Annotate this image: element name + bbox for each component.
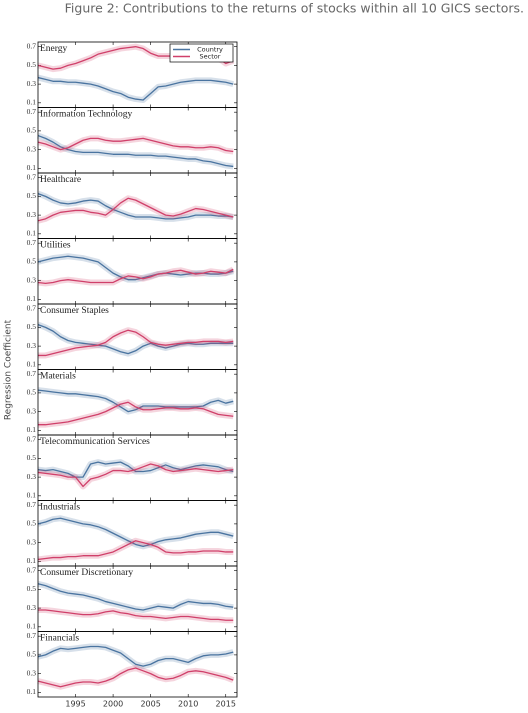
series-line <box>37 268 234 285</box>
series-line <box>37 540 234 561</box>
y-tick-label: 0.3 <box>27 537 37 546</box>
y-tick-label: 0.3 <box>27 275 37 284</box>
y-tick-label: 0.7 <box>27 565 37 574</box>
panel-title: Consumer Staples <box>40 306 109 316</box>
series-line <box>37 461 234 478</box>
series-line <box>37 137 234 153</box>
series-line <box>37 583 234 611</box>
y-tick-label: 0.7 <box>27 500 37 509</box>
series-line <box>38 401 234 426</box>
y-tick-label: 0.5 <box>27 322 37 331</box>
x-tick-label: 2015 <box>216 700 236 709</box>
panel-title: Healthcare <box>40 175 81 185</box>
y-tick-label: 0.3 <box>27 472 37 481</box>
panel-title: Financials <box>40 634 79 644</box>
series-line <box>37 667 234 688</box>
y-tick-label: 0.5 <box>27 388 37 397</box>
series-line <box>37 645 234 667</box>
confidence-band <box>37 135 234 155</box>
y-tick-label: 0.1 <box>27 622 37 631</box>
y-tick-label: 0.7 <box>27 434 37 443</box>
y-tick-label: 0.7 <box>27 172 37 181</box>
y-tick-label: 0.1 <box>27 425 37 434</box>
x-tick-label: 2005 <box>140 700 160 709</box>
y-tick-label: 0.1 <box>27 294 37 303</box>
confidence-band <box>37 461 234 490</box>
x-tick-label: 2000 <box>103 700 123 709</box>
confidence-band <box>37 580 234 613</box>
x-tick-label: 2010 <box>178 700 198 709</box>
y-tick-label: 0.5 <box>27 584 37 593</box>
series-line <box>37 197 234 222</box>
panel-title: Consumer Discretionary <box>40 568 133 578</box>
y-tick-label: 0.3 <box>27 341 37 350</box>
y-tick-label: 0.3 <box>27 144 37 153</box>
y-tick-label: 0.1 <box>27 556 37 565</box>
figure-caption: Figure 2: Contributions to the returns o… <box>65 1 524 16</box>
legend-label: Country <box>197 46 223 54</box>
series-line <box>37 76 234 101</box>
confidence-band <box>37 664 235 690</box>
series-line <box>38 609 234 621</box>
y-tick-label: 0.7 <box>27 303 37 312</box>
y-tick-label: 0.1 <box>27 491 37 500</box>
y-tick-label: 0.1 <box>27 98 37 107</box>
y-tick-label: 0.5 <box>27 650 37 659</box>
y-tick-label: 0.5 <box>27 519 37 528</box>
legend-label: Sector <box>200 53 221 61</box>
x-tick-label: 1995 <box>65 700 85 709</box>
panel-title: Utilities <box>40 241 71 251</box>
y-tick-label: 0.7 <box>27 41 37 50</box>
y-tick-label: 0.7 <box>27 369 37 378</box>
y-tick-label: 0.3 <box>27 603 37 612</box>
series-line <box>37 134 234 168</box>
y-tick-label: 0.3 <box>27 406 37 415</box>
y-tick-label: 0.5 <box>27 453 37 462</box>
series-line <box>37 463 234 488</box>
y-axis-label: Regression Coefficient <box>4 319 14 420</box>
y-tick-label: 0.3 <box>27 668 37 677</box>
y-tick-label: 0.7 <box>27 238 37 247</box>
y-tick-label: 0.3 <box>27 79 37 88</box>
y-tick-label: 0.5 <box>27 60 37 69</box>
series-line <box>38 329 234 357</box>
series-line <box>37 192 234 220</box>
panel-title: Industrials <box>40 503 80 513</box>
y-tick-label: 0.5 <box>27 257 37 266</box>
y-tick-label: 0.5 <box>27 126 37 135</box>
y-tick-label: 0.1 <box>27 163 37 172</box>
series-line <box>37 389 234 413</box>
panel-frame <box>37 631 238 698</box>
y-tick-label: 0.7 <box>27 631 37 640</box>
panel-title: Information Technology <box>40 109 133 120</box>
y-tick-label: 0.1 <box>27 229 37 238</box>
y-tick-label: 0.3 <box>27 210 37 219</box>
y-tick-label: 0.1 <box>27 687 37 696</box>
y-tick-label: 0.1 <box>27 360 37 369</box>
y-tick-label: 0.7 <box>27 107 37 116</box>
series-line <box>37 323 234 355</box>
panel-title: Materials <box>40 372 76 382</box>
y-tick-label: 0.5 <box>27 191 37 200</box>
panel-title: Telecommunication Services <box>40 437 150 447</box>
panel-title: Energy <box>40 44 68 54</box>
legend-box <box>169 43 234 63</box>
series-line <box>37 517 234 547</box>
